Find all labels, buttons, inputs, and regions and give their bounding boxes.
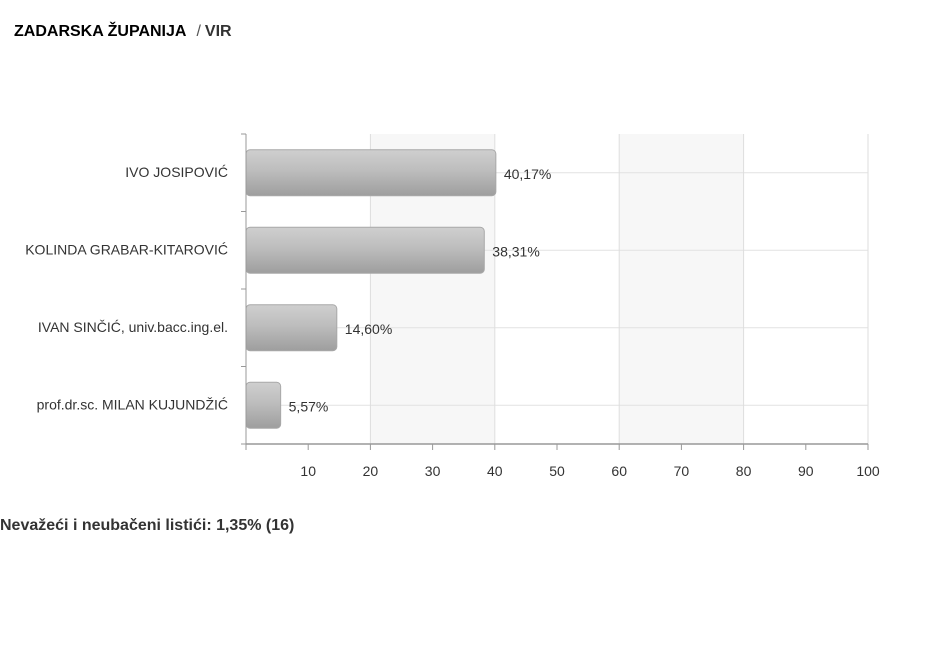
bar xyxy=(245,381,282,429)
x-tick-label: 80 xyxy=(736,463,752,479)
bar xyxy=(245,304,338,352)
x-tick-label: 50 xyxy=(549,463,565,479)
invalid-ballots-note: Nevažeći i neubačeni listići: 1,35% (16) xyxy=(0,517,295,534)
x-tick-label: 10 xyxy=(300,463,316,479)
x-tick-label: 100 xyxy=(856,463,880,479)
value-label: 38,31% xyxy=(492,243,539,259)
value-label: 14,60% xyxy=(345,321,392,337)
breadcrumb-separator: / xyxy=(196,23,201,40)
results-bar-chart: 40,17% IVO JOSIPOVIĆ 38,31% KOLINDA GRABAR-… xyxy=(25,133,880,479)
x-tick-label: 40 xyxy=(487,463,503,479)
x-tick-label: 70 xyxy=(674,463,690,479)
category-label: prof.dr.sc. MILAN KUJUNDŽIĆ xyxy=(37,396,228,412)
category-label: IVAN SINČIĆ, univ.bacc.ing.el. xyxy=(38,319,228,335)
breadcrumb: ZADARSKA ŽUPANIJA / VIR xyxy=(14,23,232,41)
category-label: KOLINDA GRABAR-KITAROVIĆ xyxy=(25,241,228,257)
x-tick-label: 90 xyxy=(798,463,814,479)
bars-group xyxy=(245,149,497,429)
background-band xyxy=(619,134,744,444)
x-tick-label: 30 xyxy=(425,463,441,479)
value-label: 40,17% xyxy=(504,166,551,182)
value-label: 5,57% xyxy=(289,398,329,414)
labels-group: 40,17% IVO JOSIPOVIĆ 38,31% KOLINDA GRABAR-… xyxy=(25,164,880,479)
x-tick-label: 20 xyxy=(363,463,379,479)
place-title: VIR xyxy=(204,23,232,40)
category-label: IVO JOSIPOVIĆ xyxy=(125,164,228,180)
bar xyxy=(245,226,485,274)
region-title: ZADARSKA ŽUPANIJA xyxy=(14,23,187,40)
x-tick-label: 60 xyxy=(611,463,627,479)
bar xyxy=(245,149,497,197)
axes-group xyxy=(241,133,869,450)
